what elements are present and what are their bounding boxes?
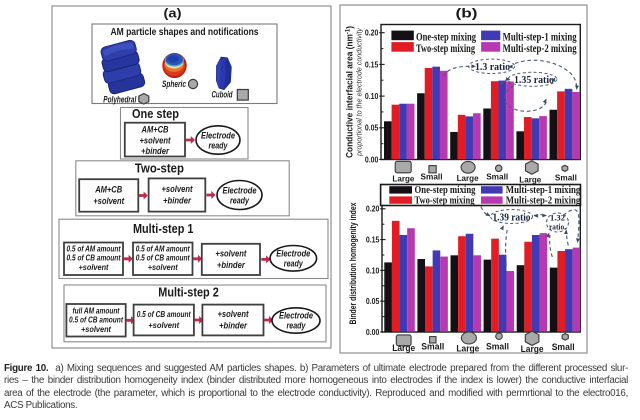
svg-text:Electrode: Electrode	[201, 131, 235, 141]
svg-text:+solvent: +solvent	[79, 263, 109, 272]
svg-text:AM+CB: AM+CB	[141, 125, 169, 135]
svg-text:Spheric: Spheric	[162, 79, 186, 89]
svg-text:Electrode: Electrode	[223, 186, 257, 196]
svg-text:1.35 ratio: 1.35 ratio	[514, 74, 554, 86]
svg-text:(a): (a)	[164, 6, 182, 21]
svg-text:One step: One step	[132, 107, 179, 121]
svg-text:+binder: +binder	[163, 196, 191, 206]
svg-text:+solvent: +solvent	[140, 136, 172, 146]
svg-text:Large: Large	[456, 343, 479, 353]
svg-text:ratio.: ratio.	[549, 221, 566, 231]
svg-text:0.5 of CB amount: 0.5 of CB amount	[136, 254, 190, 263]
svg-text:full AM amount: full AM amount	[73, 307, 120, 316]
svg-text:Small: Small	[552, 342, 575, 352]
svg-text:Small: Small	[486, 172, 508, 182]
svg-text:0.00: 0.00	[365, 155, 379, 164]
svg-text:Multi-step-1 mixing: Multi-step-1 mixing	[506, 185, 581, 196]
svg-text:Electrode: Electrode	[279, 311, 313, 321]
svg-text:Large: Large	[457, 173, 479, 183]
svg-text:Cuboid: Cuboid	[212, 90, 233, 100]
svg-text:0.20: 0.20	[366, 205, 380, 214]
svg-text:+solvent: +solvent	[162, 184, 194, 194]
svg-text:0.20: 0.20	[365, 29, 379, 38]
svg-text:+solvent: +solvent	[81, 325, 111, 334]
svg-text:Two-step mixing: Two-step mixing	[415, 195, 476, 206]
svg-text:0.5 of AM amount: 0.5 of AM amount	[67, 245, 121, 254]
svg-text:0.10: 0.10	[366, 266, 380, 275]
svg-text:0.10: 0.10	[365, 92, 379, 101]
svg-text:ready: ready	[230, 196, 250, 206]
svg-text:Large: Large	[392, 174, 414, 184]
svg-text:Two-step mixing: Two-step mixing	[416, 41, 475, 55]
svg-text:0.05: 0.05	[365, 124, 379, 133]
svg-text:AM particle shapes and notific: AM particle shapes and notifications	[111, 26, 259, 38]
svg-text:0.5 of CB amount: 0.5 of CB amount	[69, 316, 123, 325]
svg-text:Small: Small	[421, 341, 444, 351]
svg-text:Multi-step 1: Multi-step 1	[133, 222, 194, 236]
svg-text:Small: Small	[486, 342, 509, 352]
svg-text:ready: ready	[287, 321, 307, 331]
svg-text:+solvent: +solvent	[148, 263, 178, 272]
svg-text:+solvent: +solvent	[148, 321, 179, 330]
svg-text:0.5 of CB amount: 0.5 of CB amount	[67, 254, 121, 263]
svg-text:Conductive interfacial area (n: Conductive interfacial area (nm-1)	[345, 26, 355, 158]
svg-text:Small: Small	[555, 173, 577, 183]
svg-text:+solvent: +solvent	[93, 196, 125, 206]
svg-text:1.3 ratio: 1.3 ratio	[475, 61, 510, 73]
svg-text:Multi-step 2: Multi-step 2	[158, 286, 219, 300]
svg-text:0.15: 0.15	[366, 236, 380, 245]
svg-text:+solvent: +solvent	[215, 249, 247, 259]
svg-text:Small: Small	[421, 172, 443, 182]
svg-text:ready: ready	[284, 259, 304, 269]
svg-text:ready: ready	[209, 141, 229, 151]
svg-text:Multi-step-2 mixing: Multi-step-2 mixing	[506, 195, 581, 206]
svg-text:0.5 of AM amount: 0.5 of AM amount	[136, 245, 190, 254]
svg-text:Two-step: Two-step	[135, 162, 184, 176]
svg-text:Multi-step-2 mixing: Multi-step-2 mixing	[503, 41, 577, 55]
svg-text:Polyhedral: Polyhedral	[103, 95, 136, 106]
svg-text:0.15: 0.15	[365, 60, 379, 69]
svg-text:Large: Large	[521, 344, 544, 354]
svg-text:+binder: +binder	[217, 260, 245, 270]
svg-text:0.05: 0.05	[366, 297, 380, 306]
svg-text:(b): (b)	[456, 6, 478, 21]
svg-text:0.5 of CB amount: 0.5 of CB amount	[137, 310, 191, 319]
svg-text:+solvent: +solvent	[218, 309, 250, 319]
svg-text:One-step mixing: One-step mixing	[416, 29, 476, 43]
svg-text:Binder distribution homogenity: Binder distribution homogenity index	[348, 203, 358, 325]
svg-text:Large: Large	[519, 174, 541, 184]
svg-text:AM+CB: AM+CB	[94, 185, 122, 195]
svg-text:1.39 ratio: 1.39 ratio	[493, 211, 531, 223]
svg-text:+binder: +binder	[219, 321, 247, 331]
svg-text:1.32: 1.32	[550, 213, 565, 223]
svg-text:Multi-step-1 mixing: Multi-step-1 mixing	[503, 29, 577, 43]
svg-text:Electrode: Electrode	[276, 249, 310, 259]
svg-text:+binder: +binder	[141, 146, 169, 156]
svg-text:0.00: 0.00	[366, 328, 380, 337]
svg-text:Large: Large	[392, 343, 415, 353]
svg-text:proportional to the electrode: proportional to the electrode conductivi…	[355, 27, 364, 157]
svg-text:One-step mixing: One-step mixing	[415, 185, 477, 196]
